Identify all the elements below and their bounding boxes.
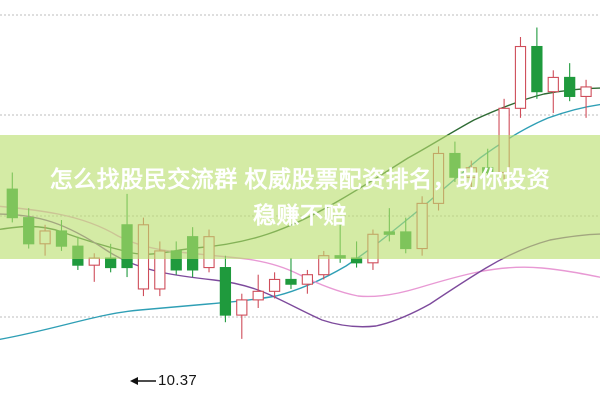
candlestick [416, 196, 428, 256]
price-callout: 10.37 [130, 372, 197, 389]
candlestick [39, 224, 51, 256]
ma-darkgreen-line [0, 87, 600, 255]
candlestick [6, 172, 18, 223]
candlestick [88, 253, 100, 282]
candlestick [285, 258, 297, 289]
candlestick [580, 79, 592, 118]
candlestick [432, 146, 445, 211]
candlestick [564, 63, 576, 102]
candlestick [449, 141, 461, 182]
arrow-left-icon [130, 375, 156, 387]
candlestick [236, 293, 248, 339]
candlestick [547, 70, 559, 114]
candlestick [219, 255, 232, 323]
candlestick [23, 208, 35, 249]
candlestick [268, 272, 281, 299]
chart-gridlines [0, 14, 600, 318]
candlestick [465, 160, 477, 190]
candlestick [252, 274, 264, 308]
candlestick [318, 250, 330, 280]
ma-line-group [0, 87, 600, 341]
candlestick [334, 224, 346, 263]
candlestick [482, 148, 494, 178]
candlestick [186, 227, 199, 278]
ma-cyan-line [0, 103, 600, 341]
candlestick [350, 241, 363, 268]
candlestick [121, 193, 133, 278]
ma-pink-line [0, 205, 600, 298]
candlestick-series [6, 27, 592, 339]
price-value-label: 10.37 [158, 372, 198, 389]
candlestick [531, 27, 543, 99]
ma-purple-line [0, 213, 600, 328]
candlestick [72, 236, 84, 270]
candlestick [137, 217, 150, 297]
candlestick [203, 229, 215, 273]
candlestick [367, 229, 379, 270]
candlestick [170, 241, 182, 275]
candlestick [498, 98, 510, 180]
candlestick [301, 269, 314, 294]
candlestick [514, 37, 527, 118]
